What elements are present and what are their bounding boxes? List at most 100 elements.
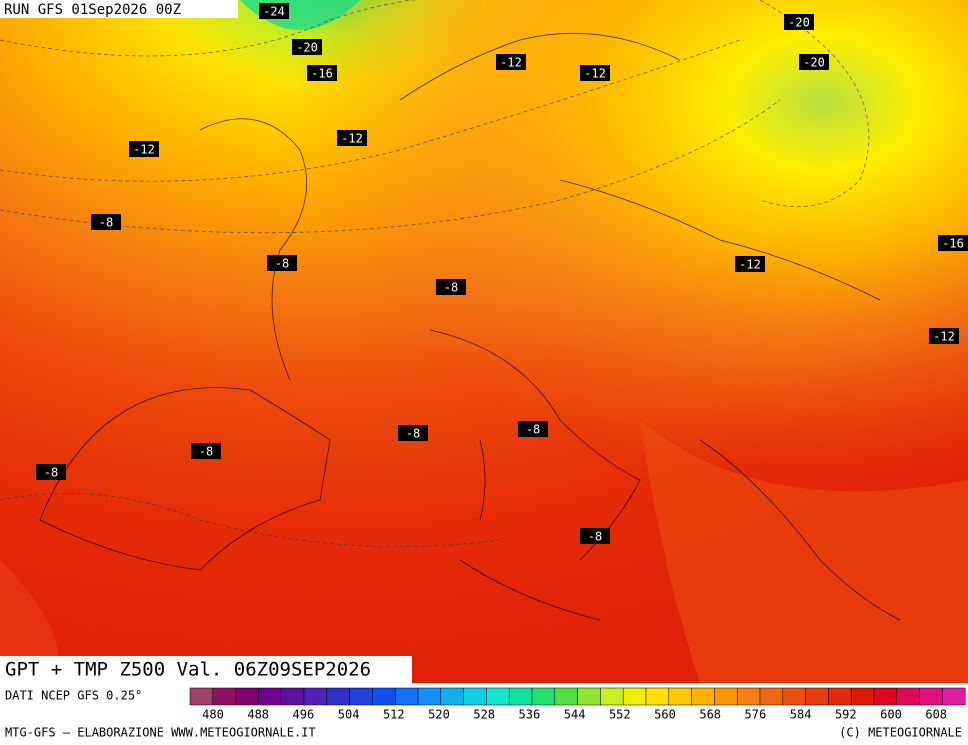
- scale-tick-label: 568: [699, 708, 721, 722]
- scale-swatch: [714, 687, 738, 706]
- scale-tick-label: 480: [202, 708, 224, 722]
- scale-swatch: [805, 687, 829, 706]
- temperature-label: -12: [584, 67, 606, 81]
- scale-tick-label: 592: [835, 708, 857, 722]
- label-box: [580, 528, 610, 544]
- scale-swatch: [508, 687, 533, 706]
- scale-swatch: [372, 687, 396, 706]
- scale-swatch: [645, 687, 670, 706]
- scale-swatch: [691, 687, 715, 706]
- label-box: [398, 425, 428, 441]
- label-box: [259, 3, 289, 19]
- temperature-label: -12: [739, 258, 761, 272]
- run-label: RUN GFS 01Sep2026 00Z: [4, 2, 181, 18]
- temperature-label: -8: [444, 281, 458, 295]
- label-box: [799, 54, 829, 70]
- label-box: [938, 235, 968, 251]
- scale-swatch: [828, 687, 852, 706]
- scale-swatch: [919, 687, 943, 706]
- temperature-labels: -24 -20 -16 -12 -12 -20 -20 -12 -12 -8 -8 -8 -12 -16 -…: [36, 3, 968, 544]
- data-source: DATI NCEP GFS 0.25°: [5, 689, 142, 703]
- label-box: [191, 443, 221, 459]
- temperature-label: -20: [296, 41, 318, 55]
- temperature-label: -16: [942, 237, 964, 251]
- temperature-label: -12: [341, 132, 363, 146]
- scale-tick-label: 504: [338, 708, 360, 722]
- scale-swatch: [486, 687, 510, 706]
- label-box: [518, 421, 548, 437]
- scale-swatch: [850, 687, 875, 706]
- scale-swatch: [873, 687, 898, 706]
- scale-tick-label: 496: [293, 708, 315, 722]
- valid-title: GPT + TMP Z500 Val. 06Z09SEP2026: [5, 659, 371, 681]
- scale-swatch: [258, 687, 282, 706]
- label-box: [735, 256, 765, 272]
- label-box: [929, 328, 959, 344]
- scale-swatch: [212, 687, 236, 706]
- temperature-label: -8: [526, 423, 540, 437]
- scale-swatch: [554, 687, 578, 706]
- scale-tick-label: 536: [519, 708, 541, 722]
- scale-swatch: [417, 687, 442, 706]
- label-box: [91, 214, 121, 230]
- scale-tick-label: 512: [383, 708, 405, 722]
- scale-swatch: [942, 687, 966, 706]
- scale-tick-label: 544: [564, 708, 586, 722]
- label-box: [36, 464, 66, 480]
- temperature-label: -20: [803, 56, 825, 70]
- temperature-label: -8: [406, 427, 420, 441]
- scale-tick-label: 584: [790, 708, 812, 722]
- label-box: [307, 65, 337, 81]
- label-box: [784, 14, 814, 30]
- scale-swatch: [600, 687, 624, 706]
- scale-swatch: [189, 687, 214, 706]
- scale-swatch: [280, 687, 305, 706]
- temperature-label: -20: [788, 16, 810, 30]
- temperature-label: -8: [588, 530, 602, 544]
- scale-swatch: [303, 687, 328, 706]
- label-box: [267, 255, 297, 271]
- scale-tick-label: 560: [654, 708, 676, 722]
- temperature-label: -8: [275, 257, 289, 271]
- scale-swatch: [326, 687, 350, 706]
- scale-swatch: [577, 687, 601, 706]
- scale-swatch: [622, 687, 647, 706]
- scale-tick-label: 528: [473, 708, 495, 722]
- temperature-label: -12: [933, 330, 955, 344]
- temperature-label: -8: [99, 216, 113, 230]
- credit-right: (C) METEOGIORNALE: [839, 726, 962, 740]
- credit-left: MTG-GFS — ELABORAZIONE WWW.METEOGIORNALE…: [5, 726, 316, 740]
- temperature-label: -24: [263, 5, 285, 19]
- scale-tick-label: 520: [428, 708, 450, 722]
- temperature-label: -8: [199, 445, 213, 459]
- scale-swatch: [896, 687, 920, 706]
- scale-tick-label: 608: [925, 708, 947, 722]
- label-box: [129, 141, 159, 157]
- scale-swatch: [235, 687, 259, 706]
- title-box: [0, 656, 412, 684]
- label-box: [337, 130, 367, 146]
- label-box: [580, 65, 610, 81]
- map-background: [0, 0, 968, 683]
- temperature-label: -16: [311, 67, 333, 81]
- label-box: [292, 39, 322, 55]
- scale-swatch: [736, 687, 761, 706]
- scale-tick-label: 600: [880, 708, 902, 722]
- scale-swatch: [668, 687, 692, 706]
- scale-swatch: [759, 687, 784, 706]
- label-box: [496, 54, 526, 70]
- scale-swatch: [394, 687, 419, 706]
- scale-tick-label: 552: [609, 708, 631, 722]
- scale-swatch: [531, 687, 556, 706]
- scale-swatch: [782, 687, 806, 706]
- temperature-label: -8: [44, 466, 58, 480]
- temperature-label: -12: [133, 143, 155, 157]
- temperature-label: -12: [500, 56, 522, 70]
- scale-swatch: [463, 687, 487, 706]
- scale-tick-label: 488: [247, 708, 269, 722]
- scale-swatch: [349, 687, 373, 706]
- color-scale: 480 488 496 504 512 520 528 536 544 552 560 568 576 5…: [189, 687, 966, 722]
- scale-tick-label: 576: [745, 708, 767, 722]
